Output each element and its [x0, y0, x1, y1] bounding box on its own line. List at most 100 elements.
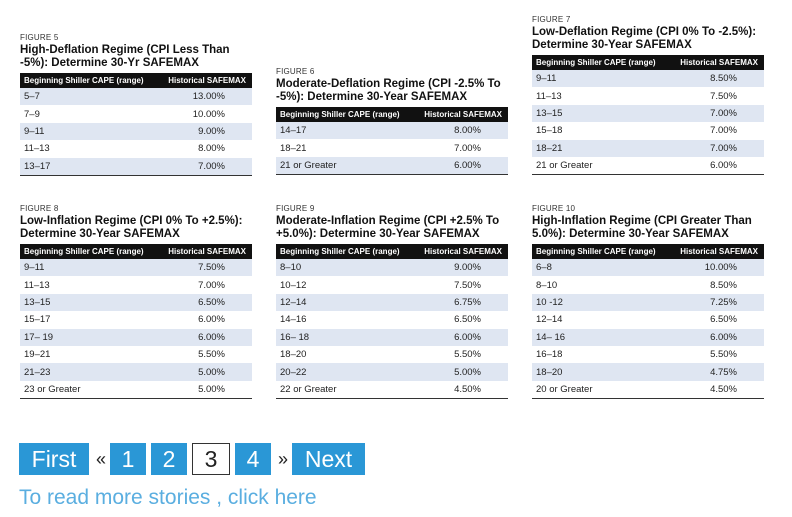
safemax-cell: 8.00%: [157, 140, 252, 158]
column-header-safemax: Historical SAFEMAX: [157, 244, 252, 259]
table-header-row: Beginning Shiller CAPE (range) Historical…: [276, 244, 508, 259]
safemax-cell: 7.00%: [669, 104, 764, 123]
figure-title: High-Deflation Regime (CPI Less Than -5%…: [20, 44, 230, 69]
table-row: 11–13 8.00%: [20, 140, 252, 158]
safemax-cell: 7.00%: [413, 139, 508, 157]
figure-8: FIGURE 8 Low-Inflation Regime (CPI 0% To…: [20, 204, 252, 400]
page-1-button[interactable]: 1: [110, 443, 147, 475]
safemax-cell: 6.00%: [157, 311, 252, 329]
safemax-cell: 6.50%: [669, 311, 764, 329]
safemax-table: Beginning Shiller CAPE (range) Historical…: [20, 244, 252, 400]
figure-label: FIGURE 8: [20, 204, 59, 213]
safemax-cell: 6.00%: [669, 328, 764, 346]
page-3-current[interactable]: 3: [192, 443, 231, 475]
table-row: 22 or Greater 4.50%: [276, 380, 508, 399]
cape-range-cell: 17– 19: [20, 328, 158, 346]
table-row: 9–11 9.00%: [20, 122, 252, 141]
safemax-cell: 5.50%: [669, 345, 764, 364]
table-row: 11–13 7.00%: [20, 276, 252, 294]
safemax-cell: 5.00%: [157, 380, 252, 399]
table-row: 15–18 7.00%: [532, 122, 764, 140]
figure-label: FIGURE 7: [532, 15, 571, 24]
safemax-table: Beginning Shiller CAPE (range) Historical…: [276, 244, 508, 400]
safemax-cell: 9.00%: [413, 259, 508, 277]
safemax-cell: 5.00%: [413, 363, 508, 381]
page-4-button[interactable]: 4: [235, 443, 272, 475]
prev-arrow[interactable]: «: [96, 448, 107, 469]
safemax-cell: 8.00%: [413, 122, 508, 140]
table-row: 5–7 13.00%: [20, 88, 252, 106]
table-row: 9–11 8.50%: [532, 70, 764, 88]
page-2-button[interactable]: 2: [151, 443, 188, 475]
table-row: 11–13 7.50%: [532, 87, 764, 105]
cape-range-cell: 16–18: [532, 345, 670, 364]
safemax-table: Beginning Shiller CAPE (range) Historical…: [20, 73, 252, 176]
column-header-cape: Beginning Shiller CAPE (range): [532, 244, 670, 259]
safemax-cell: 4.50%: [669, 380, 764, 399]
cape-range-cell: 7–9: [20, 105, 158, 123]
figure-title: High-Inflation Regime (CPI Greater Than …: [532, 215, 752, 240]
figure-label: FIGURE 5: [20, 33, 59, 42]
safemax-cell: 5.00%: [157, 363, 252, 381]
read-more-link[interactable]: To read more stories , click here: [19, 486, 317, 509]
cape-range-cell: 18–21: [276, 139, 414, 157]
table-row: 6–8 10.00%: [532, 259, 764, 277]
cape-range-cell: 15–18: [532, 122, 670, 140]
cape-range-cell: 12–14: [532, 311, 670, 329]
cape-range-cell: 5–7: [20, 88, 158, 106]
figure-6: FIGURE 6 Moderate-Deflation Regime (CPI …: [276, 67, 508, 176]
table-row: 17– 19 6.00%: [20, 328, 252, 346]
cape-range-cell: 21 or Greater: [532, 156, 670, 175]
cape-range-cell: 11–13: [532, 87, 670, 105]
cape-range-cell: 18–20: [532, 363, 670, 381]
safemax-cell: 10.00%: [669, 259, 764, 277]
safemax-cell: 6.75%: [413, 293, 508, 312]
table-row: 14– 16 6.00%: [532, 328, 764, 346]
pagination: First « 1 2 3 4 » Next: [19, 442, 370, 476]
table-header-row: Beginning Shiller CAPE (range) Historical…: [532, 244, 764, 259]
table-row: 16– 18 6.00%: [276, 328, 508, 346]
figure-5: FIGURE 5 High-Deflation Regime (CPI Less…: [20, 33, 252, 176]
figure-10: FIGURE 10 High-Inflation Regime (CPI Gre…: [532, 204, 764, 400]
safemax-cell: 6.00%: [157, 328, 252, 346]
cape-range-cell: 21 or Greater: [276, 156, 414, 175]
safemax-cell: 4.50%: [413, 380, 508, 399]
next-arrow[interactable]: »: [278, 448, 289, 469]
table-row: 20–22 5.00%: [276, 363, 508, 381]
table-row: 18–20 5.50%: [276, 345, 508, 364]
figure-title: Low-Deflation Regime (CPI 0% To -2.5%): …: [532, 26, 757, 51]
column-header-cape: Beginning Shiller CAPE (range): [532, 55, 670, 70]
figure-title: Low-Inflation Regime (CPI 0% To +2.5%): …: [20, 215, 243, 240]
table-row: 8–10 8.50%: [532, 276, 764, 294]
cape-range-cell: 14–16: [276, 311, 414, 329]
figure-label: FIGURE 6: [276, 67, 315, 76]
first-page-button[interactable]: First: [19, 443, 89, 475]
safemax-cell: 7.50%: [413, 276, 508, 294]
cape-range-cell: 9–11: [20, 122, 158, 141]
table-row: 8–10 9.00%: [276, 259, 508, 277]
column-header-cape: Beginning Shiller CAPE (range): [20, 73, 158, 88]
table-row: 21 or Greater 6.00%: [532, 156, 764, 175]
safemax-cell: 4.75%: [669, 363, 764, 381]
figure-title: Moderate-Inflation Regime (CPI +2.5% To …: [276, 215, 500, 240]
safemax-cell: 7.00%: [669, 139, 764, 157]
safemax-cell: 6.00%: [413, 156, 508, 175]
cape-range-cell: 14–17: [276, 122, 414, 140]
cape-range-cell: 20 or Greater: [532, 380, 670, 399]
cape-range-cell: 13–15: [20, 293, 158, 312]
safemax-cell: 8.50%: [669, 70, 764, 88]
next-page-button[interactable]: Next: [292, 443, 366, 475]
figure-7: FIGURE 7 Low-Deflation Regime (CPI 0% To…: [532, 15, 764, 176]
cape-range-cell: 18–21: [532, 139, 670, 157]
safemax-cell: 7.00%: [157, 157, 252, 176]
table-header-row: Beginning Shiller CAPE (range) Historical…: [20, 73, 252, 88]
table-row: 19–21 5.50%: [20, 345, 252, 364]
cape-range-cell: 22 or Greater: [276, 380, 414, 399]
table-row: 23 or Greater 5.00%: [20, 380, 252, 399]
table-row: 18–21 7.00%: [276, 139, 508, 157]
table-row: 16–18 5.50%: [532, 345, 764, 364]
table-row: 20 or Greater 4.50%: [532, 380, 764, 399]
safemax-cell: 5.50%: [157, 345, 252, 364]
figure-9: FIGURE 9 Moderate-Inflation Regime (CPI …: [276, 204, 508, 400]
table-row: 13–15 7.00%: [532, 104, 764, 123]
